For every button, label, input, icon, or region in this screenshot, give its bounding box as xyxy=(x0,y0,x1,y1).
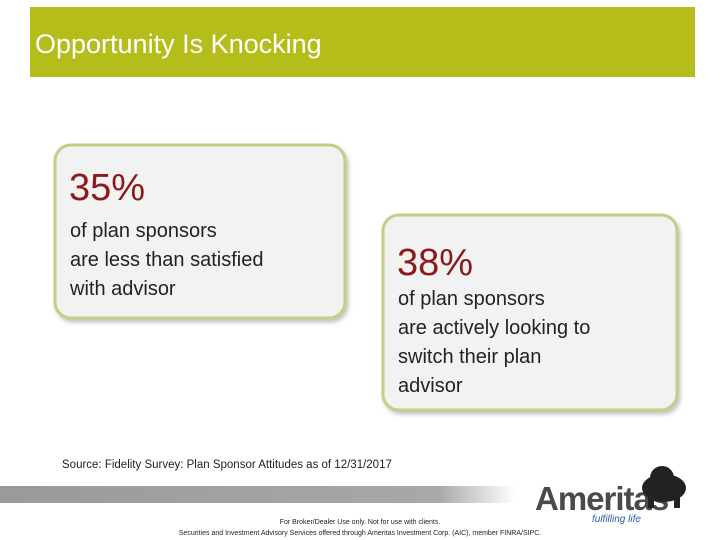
footer-note: For Broker/Dealer Use only. Not for use … xyxy=(280,519,441,526)
callout-box xyxy=(381,213,679,412)
callout-box xyxy=(53,143,347,320)
title: Opportunity Is Knocking xyxy=(35,29,322,59)
callout-line: of plan sponsors xyxy=(70,220,217,242)
source: Source: Fidelity Survey: Plan Sponsor At… xyxy=(62,459,392,471)
callout-line: of plan sponsors xyxy=(398,288,545,310)
callout-line: are actively looking to xyxy=(398,317,590,339)
callout-line: switch their plan xyxy=(398,346,541,368)
callout-line: advisor xyxy=(398,375,463,397)
stat: 38% xyxy=(397,242,473,284)
logo-lion xyxy=(642,466,686,508)
callout-line: are less than satisfied xyxy=(70,249,263,271)
callout-line: with advisor xyxy=(69,278,176,300)
tagline: fulfilling life xyxy=(592,514,641,525)
footer-bar xyxy=(0,486,515,503)
footer-note: Securities and Investment Advisory Servi… xyxy=(179,530,542,537)
stat: 35% xyxy=(69,167,145,209)
callout-text: of plan sponsors are less than satisfied w… xyxy=(69,220,263,300)
callout-text: of plan sponsors are actively looking to s… xyxy=(398,288,590,397)
header-bar xyxy=(30,7,695,77)
